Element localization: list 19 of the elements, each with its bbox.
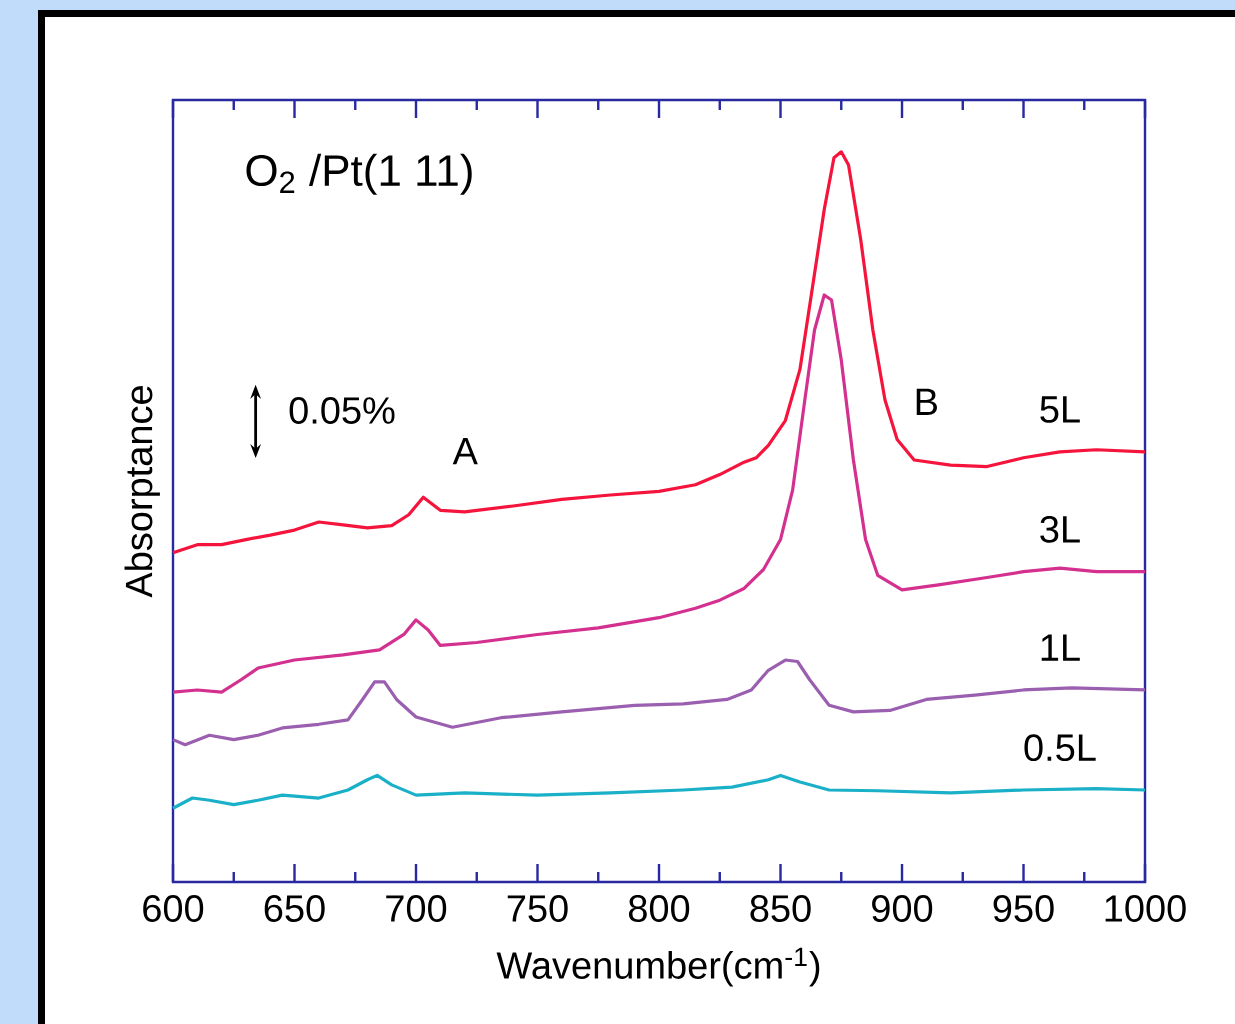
x-tick-label: 600 [143,895,204,922]
x-tick-label: 750 [507,895,568,922]
x-tick-label: 950 [993,895,1054,922]
series-label: 5L [1040,396,1080,423]
series-label: 3L [1040,515,1080,543]
annotation: A [452,438,478,465]
x-axis-title: Wavenumber(cm$^{-1}$) [496,947,820,987]
x-tick-label: 700 [386,895,447,922]
x-tick-label: 850 [750,895,811,922]
y-axis-title: Absorptance [124,386,160,598]
x-tick-label: 800 [628,895,690,922]
x-tick-label: 650 [264,895,325,922]
series-label: 1L [1041,634,1080,661]
x-tick-label: 900 [872,895,933,922]
annotation: B [916,388,937,415]
annotation: 0.05% [289,397,395,424]
x-tick-label: 1000 [1105,895,1186,922]
chart-title: O$_{2}$ /Pt(1 11) [246,153,472,195]
series-label: 0.5L [1024,734,1096,762]
